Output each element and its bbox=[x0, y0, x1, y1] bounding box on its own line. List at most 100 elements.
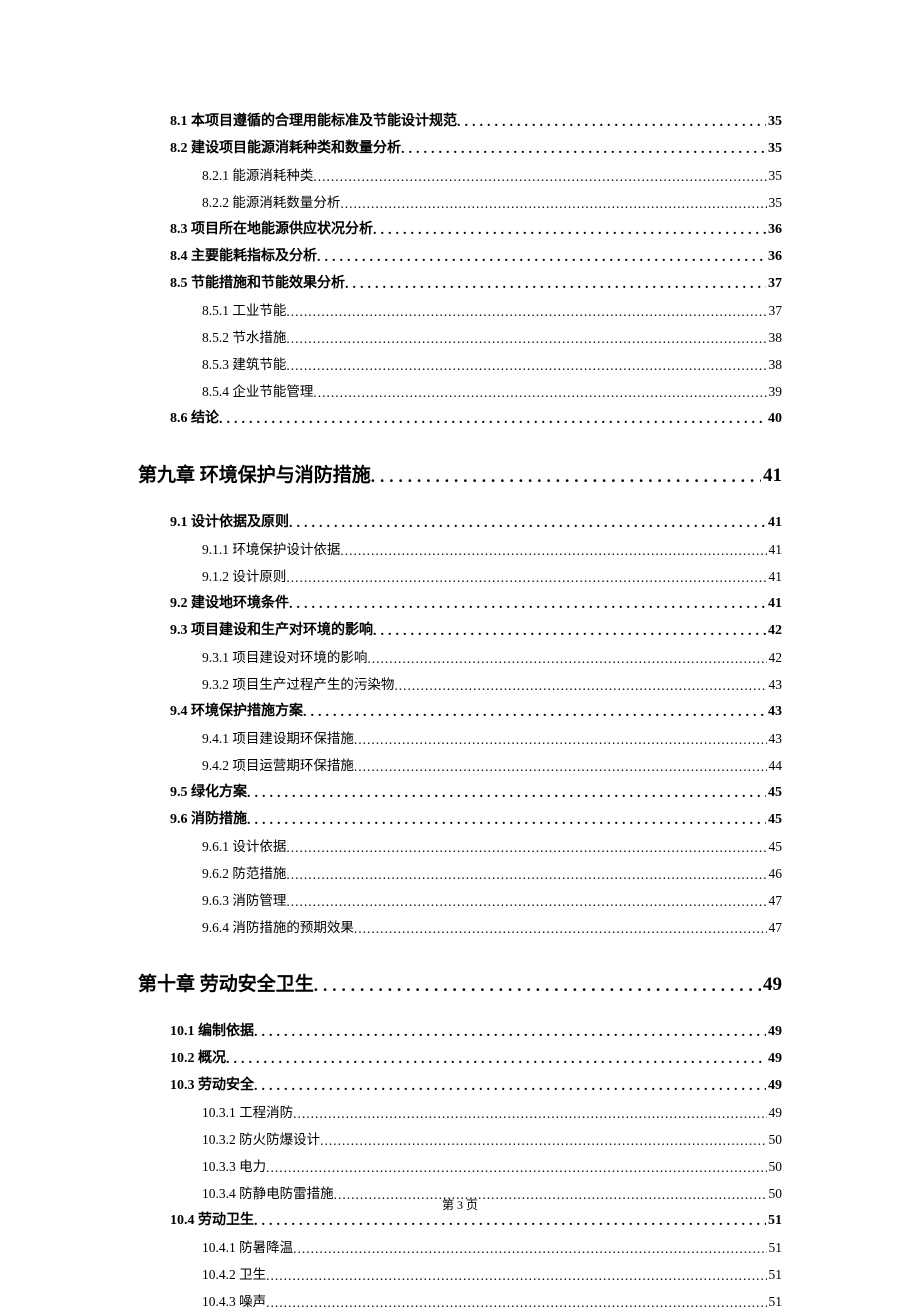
toc-entry[interactable]: 9.1.2 设计原则 .............................… bbox=[138, 563, 782, 590]
toc-entry-page: 43 bbox=[766, 698, 782, 725]
toc-container: 8.1 本项目遵循的合理用能标准及节能设计规范 ................… bbox=[138, 108, 782, 1315]
toc-entry[interactable]: 9.3 项目建设和生产对环境的影响 ......................… bbox=[138, 617, 782, 644]
toc-entry[interactable]: 9.6.2 防范措施 .............................… bbox=[138, 860, 782, 887]
toc-entry[interactable]: 9.3.1 项目建设对环境的影响 .......................… bbox=[138, 644, 782, 671]
toc-entry-label: 10.3.3 电力 bbox=[202, 1153, 266, 1180]
toc-leader-dots: ........................................… bbox=[340, 190, 766, 216]
toc-entry[interactable]: 9.4 环境保护措施方案 ...........................… bbox=[138, 698, 782, 725]
toc-entry[interactable]: 9.2 建设地环境条件 ............................… bbox=[138, 590, 782, 617]
toc-entry[interactable]: 第九章 环境保护与消防措施 ..........................… bbox=[138, 460, 782, 487]
toc-entry-label: 10.2 概况 bbox=[170, 1045, 226, 1072]
toc-entry[interactable]: 9.6.4 消防措施的预期效果 ........................… bbox=[138, 914, 782, 941]
toc-entry[interactable]: 9.6 消防措施 ...............................… bbox=[138, 806, 782, 833]
page-footer: 第 3 页 bbox=[0, 1196, 920, 1213]
toc-entry[interactable]: 10.2 概况 ................................… bbox=[138, 1045, 782, 1072]
toc-entry-page: 35 bbox=[766, 135, 782, 162]
toc-leader-dots: ........................................… bbox=[340, 537, 766, 563]
toc-entry[interactable]: 8.2.2 能源消耗数量分析 .........................… bbox=[138, 189, 782, 216]
toc-leader-dots: ........................................… bbox=[401, 136, 766, 162]
toc-entry[interactable]: 8.4 主要能耗指标及分析 ..........................… bbox=[138, 243, 782, 270]
toc-leader-dots: ........................................… bbox=[289, 510, 766, 536]
toc-entry[interactable]: 8.5.1 工业节能 .............................… bbox=[138, 297, 782, 324]
toc-entry-page: 50 bbox=[767, 1126, 783, 1153]
toc-leader-dots: ........................................… bbox=[317, 244, 766, 270]
toc-entry[interactable]: 9.4.1 项目建设期环保措施 ........................… bbox=[138, 725, 782, 752]
toc-leader-dots: ........................................… bbox=[286, 352, 766, 378]
toc-entry-page: 49 bbox=[767, 1099, 783, 1126]
toc-entry[interactable]: 8.1 本项目遵循的合理用能标准及节能设计规范 ................… bbox=[138, 108, 782, 135]
toc-leader-dots: ........................................… bbox=[367, 645, 766, 671]
toc-entry-page: 45 bbox=[766, 779, 782, 806]
toc-leader-dots: ........................................… bbox=[320, 1127, 766, 1153]
toc-entry[interactable]: 8.6 结论 .................................… bbox=[138, 405, 782, 432]
toc-entry-page: 42 bbox=[767, 644, 783, 671]
toc-entry-label: 9.4.1 项目建设期环保措施 bbox=[202, 725, 354, 752]
toc-entry-label: 8.3 项目所在地能源供应状况分析 bbox=[170, 216, 373, 243]
toc-entry-page: 37 bbox=[766, 270, 782, 297]
toc-entry-page: 41 bbox=[767, 563, 783, 590]
toc-entry-label: 9.6.1 设计依据 bbox=[202, 833, 286, 860]
toc-entry[interactable]: 8.5.4 企业节能管理 ...........................… bbox=[138, 378, 782, 405]
toc-leader-dots: ........................................… bbox=[266, 1262, 766, 1288]
toc-entry-label: 8.6 结论 bbox=[170, 405, 219, 432]
toc-entry[interactable]: 9.4.2 项目运营期环保措施 ........................… bbox=[138, 752, 782, 779]
toc-leader-dots: ........................................… bbox=[371, 467, 761, 487]
toc-entry-label: 9.3.1 项目建设对环境的影响 bbox=[202, 644, 367, 671]
toc-entry[interactable]: 8.2.1 能源消耗种类 ...........................… bbox=[138, 162, 782, 189]
toc-entry-page: 38 bbox=[767, 324, 783, 351]
toc-entry-page: 41 bbox=[767, 536, 783, 563]
toc-entry-label: 第九章 环境保护与消防措施 bbox=[138, 460, 371, 487]
toc-entry-label: 10.1 编制依据 bbox=[170, 1018, 254, 1045]
toc-entry[interactable]: 第十章 劳动安全卫生 .............................… bbox=[138, 969, 782, 996]
toc-leader-dots: ........................................… bbox=[266, 1154, 766, 1180]
toc-entry-label: 9.3 项目建设和生产对环境的影响 bbox=[170, 617, 373, 644]
toc-entry[interactable]: 10.3.3 电力 ..............................… bbox=[138, 1153, 782, 1180]
toc-leader-dots: ........................................… bbox=[219, 406, 766, 432]
toc-entry-page: 35 bbox=[766, 108, 782, 135]
toc-leader-dots: ........................................… bbox=[293, 1100, 766, 1126]
toc-entry-label: 9.5 绿化方案 bbox=[170, 779, 247, 806]
toc-entry[interactable]: 8.5.2 节水措施 .............................… bbox=[138, 324, 782, 351]
toc-entry[interactable]: 9.1.1 环境保护设计依据 .........................… bbox=[138, 536, 782, 563]
toc-entry[interactable]: 9.3.2 项目生产过程产生的污染物 .....................… bbox=[138, 671, 782, 698]
toc-entry[interactable]: 10.1 编制依据 ..............................… bbox=[138, 1018, 782, 1045]
toc-leader-dots: ........................................… bbox=[354, 726, 767, 752]
toc-entry-label: 8.5.4 企业节能管理 bbox=[202, 378, 313, 405]
toc-entry-page: 50 bbox=[767, 1153, 783, 1180]
toc-entry[interactable]: 10.4.1 防暑降温 ............................… bbox=[138, 1234, 782, 1261]
toc-entry[interactable]: 10.4.2 卫生 ..............................… bbox=[138, 1261, 782, 1288]
toc-leader-dots: ........................................… bbox=[286, 298, 766, 324]
toc-entry-label: 10.3 劳动安全 bbox=[170, 1072, 254, 1099]
toc-entry[interactable]: 8.5 节能措施和节能效果分析 ........................… bbox=[138, 270, 782, 297]
toc-entry-page: 41 bbox=[766, 590, 782, 617]
toc-leader-dots: ........................................… bbox=[394, 672, 766, 698]
toc-entry[interactable]: 8.2 建设项目能源消耗种类和数量分析 ....................… bbox=[138, 135, 782, 162]
toc-entry[interactable]: 8.5.3 建筑节能 .............................… bbox=[138, 351, 782, 378]
toc-leader-dots: ........................................… bbox=[254, 1019, 766, 1045]
toc-entry-page: 45 bbox=[766, 806, 782, 833]
toc-entry-label: 9.1.2 设计原则 bbox=[202, 563, 286, 590]
toc-entry[interactable]: 9.6.3 消防管理 .............................… bbox=[138, 887, 782, 914]
toc-entry-page: 47 bbox=[767, 914, 783, 941]
toc-leader-dots: ........................................… bbox=[354, 915, 767, 941]
toc-leader-dots: ........................................… bbox=[247, 780, 766, 806]
toc-entry-label: 8.4 主要能耗指标及分析 bbox=[170, 243, 317, 270]
toc-entry-label: 9.6.4 消防措施的预期效果 bbox=[202, 914, 354, 941]
toc-entry-page: 41 bbox=[761, 465, 782, 487]
toc-entry-page: 37 bbox=[767, 297, 783, 324]
toc-leader-dots: ........................................… bbox=[303, 699, 766, 725]
toc-entry[interactable]: 9.6.1 设计依据 .............................… bbox=[138, 833, 782, 860]
toc-entry-label: 8.1 本项目遵循的合理用能标准及节能设计规范 bbox=[170, 108, 457, 135]
toc-entry-label: 9.6 消防措施 bbox=[170, 806, 247, 833]
toc-entry[interactable]: 8.3 项目所在地能源供应状况分析 ......................… bbox=[138, 216, 782, 243]
toc-entry-page: 43 bbox=[767, 671, 783, 698]
toc-entry-label: 9.1.1 环境保护设计依据 bbox=[202, 536, 340, 563]
toc-entry[interactable]: 9.1 设计依据及原则 ............................… bbox=[138, 509, 782, 536]
toc-entry[interactable]: 10.3.1 工程消防 ............................… bbox=[138, 1099, 782, 1126]
toc-entry[interactable]: 10.3 劳动安全 ..............................… bbox=[138, 1072, 782, 1099]
toc-entry[interactable]: 9.5 绿化方案 ...............................… bbox=[138, 779, 782, 806]
toc-entry[interactable]: 10.3.2 防火防爆设计 ..........................… bbox=[138, 1126, 782, 1153]
toc-leader-dots: ........................................… bbox=[457, 109, 766, 135]
toc-entry-label: 8.5.1 工业节能 bbox=[202, 297, 286, 324]
toc-entry-page: 45 bbox=[767, 833, 783, 860]
